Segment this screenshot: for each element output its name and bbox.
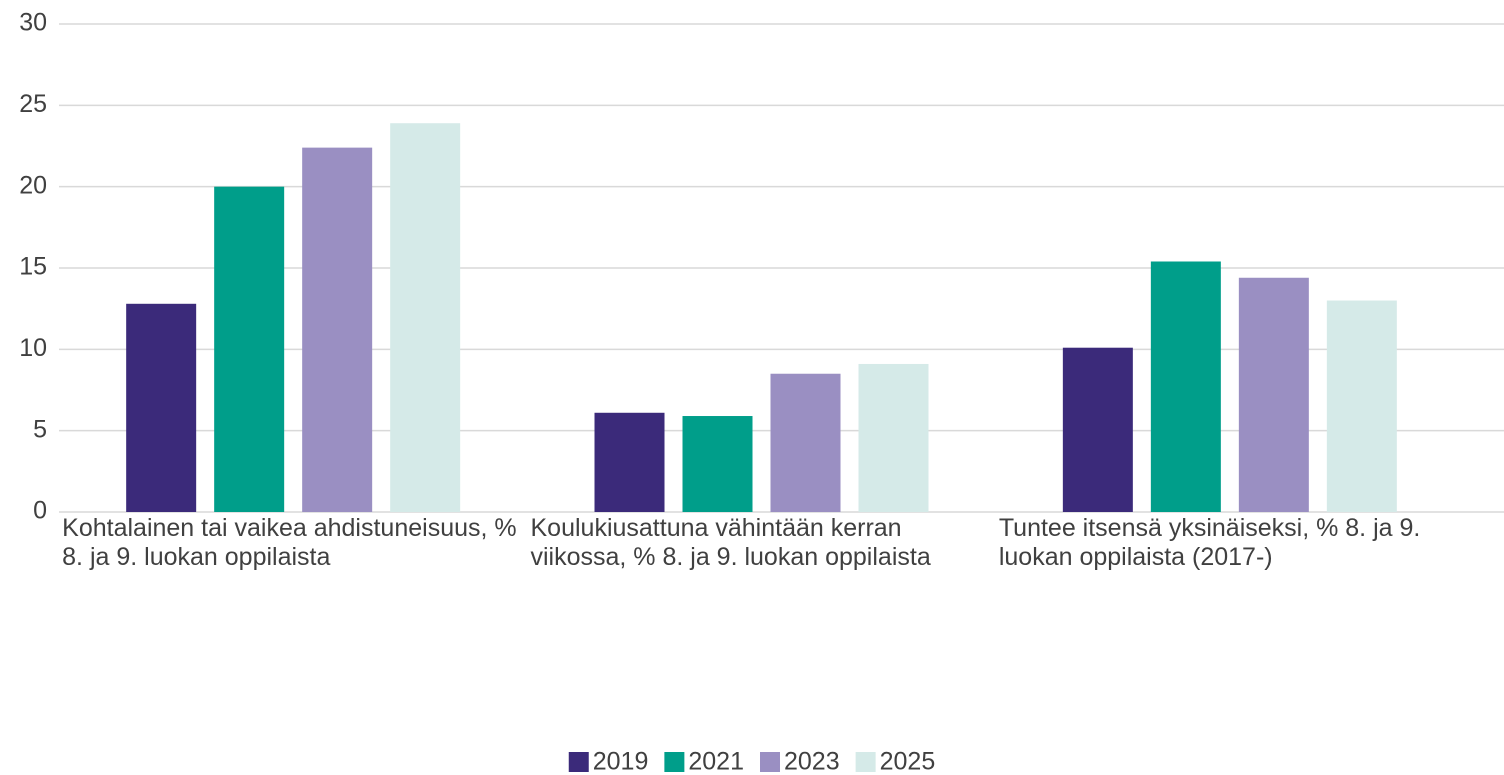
y-tick-label: 30 (19, 9, 47, 37)
bar (682, 416, 753, 512)
legend-label: 2025 (880, 748, 936, 775)
bar (390, 123, 461, 512)
x-tick-label: Kohtalainen tai vaikea ahdistuneisuus, %… (62, 514, 517, 571)
legend-swatch (568, 752, 589, 772)
bar (126, 303, 197, 512)
legend-label: 2019 (593, 748, 649, 775)
bar (1150, 261, 1221, 512)
legend-swatch (664, 752, 685, 772)
legend-label: 2021 (688, 748, 744, 775)
bar (302, 147, 373, 513)
y-tick-label: 0 (33, 497, 47, 525)
bar (214, 186, 285, 512)
x-tick-label: Koulukiusattuna vähintään kerran viikoss… (530, 514, 931, 571)
bar (1062, 347, 1133, 512)
legend-swatch (855, 752, 876, 772)
legend-label: 2023 (784, 748, 840, 775)
bar (858, 363, 929, 512)
y-tick-label: 10 (19, 334, 47, 362)
bar (1326, 300, 1397, 512)
bar (1238, 277, 1309, 512)
x-tick-label: Tuntee itsensä yksinäiseksi, % 8. ja 9. … (998, 514, 1421, 571)
y-tick-label: 20 (19, 171, 47, 199)
y-tick-label: 25 (19, 90, 47, 118)
legend-swatch (760, 752, 780, 772)
bar (770, 373, 841, 512)
bar (594, 412, 665, 512)
y-tick-label: 15 (19, 253, 47, 281)
y-tick-label: 5 (33, 415, 47, 443)
